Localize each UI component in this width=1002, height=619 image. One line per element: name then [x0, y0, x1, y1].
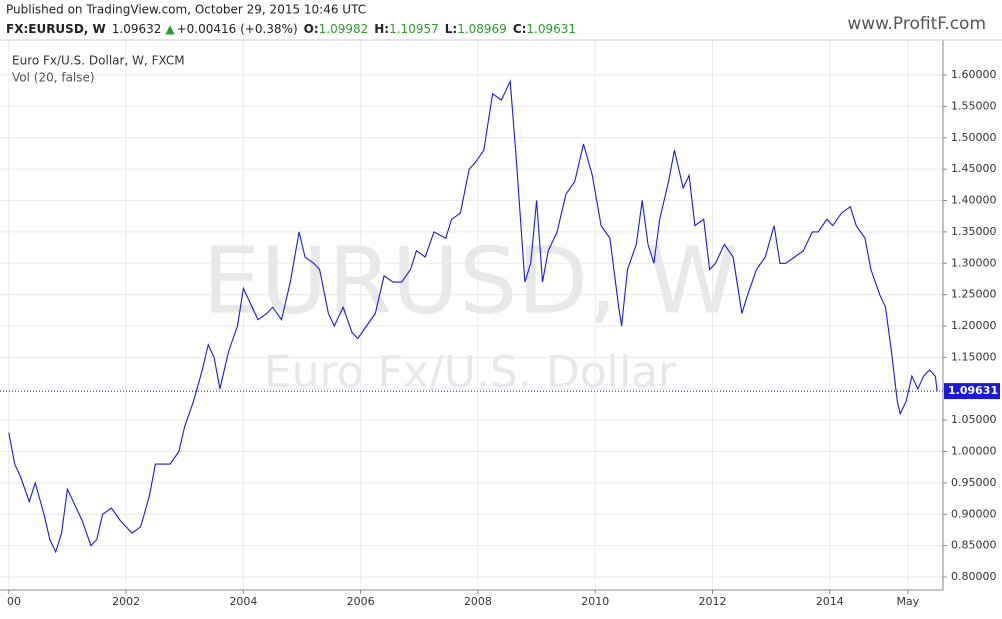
y-tick-label: 1.15000	[951, 350, 997, 363]
x-tick-label: 2004	[229, 595, 257, 608]
logo: www.ProfitF.com	[847, 14, 986, 34]
watermark-description: Euro Fx/U.S. Dollar	[264, 347, 677, 398]
x-tick-label: 2008	[464, 595, 492, 608]
x-tick-label: 2010	[581, 595, 609, 608]
study-legend: Vol (20, false)	[12, 71, 95, 85]
x-tick-label: 00	[7, 595, 21, 608]
arrow: ▲	[165, 22, 175, 36]
y-tick-label: 1.05000	[951, 413, 997, 426]
last-price-label: 1.09631	[948, 384, 998, 397]
price-line	[8, 79, 938, 554]
low-label: L:	[445, 22, 457, 36]
x-tick-label: 2006	[347, 595, 375, 608]
x-tick-label: 2014	[816, 595, 844, 608]
symbol-line: FX:EURUSD, W 1.09632 ▲ +0.00416 (+0.38%) O:1…	[6, 22, 576, 36]
price: 1.09632	[112, 22, 162, 36]
close-label: C:	[513, 22, 527, 36]
y-tick-label: 1.45000	[951, 162, 997, 175]
y-tick-label: 0.95000	[951, 476, 997, 489]
open: 1.09982	[319, 22, 369, 36]
y-tick-label: 1.30000	[951, 256, 997, 269]
low: 1.08969	[457, 22, 507, 36]
open-label: O:	[304, 22, 319, 36]
y-tick-label: 1.60000	[951, 68, 997, 81]
y-tick-label: 1.20000	[951, 319, 997, 332]
high: 1.10957	[389, 22, 439, 36]
y-tick-label: 0.90000	[951, 507, 997, 520]
y-tick-label: 1.50000	[951, 131, 997, 144]
y-tick-label: 0.85000	[951, 539, 997, 552]
plot	[8, 79, 938, 554]
symbol: FX:EURUSD, W	[6, 22, 106, 36]
series-legend: Euro Fx/U.S. Dollar, W, FXCM	[12, 54, 185, 68]
change: +0.00416 (+0.38%)	[177, 22, 298, 36]
high-label: H:	[374, 22, 389, 36]
watermark-symbol: EURUSD, W	[202, 227, 737, 334]
y-tick-label: 1.00000	[951, 445, 997, 458]
y-tick-label: 1.40000	[951, 194, 997, 207]
y-tick-label: 0.80000	[951, 570, 997, 583]
published: Published on TradingView.com, October 29…	[6, 3, 366, 17]
x-tick-label: 2002	[112, 595, 140, 608]
last-price-box	[944, 383, 1000, 400]
y-tick-label: 1.35000	[951, 225, 997, 238]
x-tick-label: May	[896, 595, 919, 608]
x-tick-label: 2012	[699, 595, 727, 608]
y-tick-label: 1.25000	[951, 288, 997, 301]
y-tick-label: 1.55000	[951, 99, 997, 112]
close: 1.09631	[526, 22, 576, 36]
